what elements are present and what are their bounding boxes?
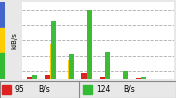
Bar	[50, 44, 55, 87]
Bar	[105, 62, 110, 87]
Bar	[0, 2, 5, 28]
Bar	[27, 77, 32, 87]
Bar	[69, 54, 74, 87]
Text: kiB/s: kiB/s	[11, 32, 17, 49]
Bar	[0, 28, 5, 53]
Bar	[100, 77, 105, 87]
Bar	[141, 77, 146, 87]
Bar	[51, 21, 56, 87]
Bar	[0, 53, 5, 79]
Bar	[32, 75, 37, 87]
Bar	[159, 79, 164, 87]
Bar	[105, 52, 110, 87]
Bar	[63, 79, 68, 87]
Bar	[45, 75, 50, 87]
Bar	[87, 10, 92, 87]
Bar	[123, 73, 128, 87]
Bar	[81, 73, 87, 87]
Bar	[68, 60, 73, 87]
Text: 124: 124	[96, 85, 110, 94]
Text: B/s: B/s	[39, 85, 51, 94]
Bar	[123, 71, 128, 87]
Text: B/s: B/s	[123, 85, 135, 94]
Bar	[83, 85, 92, 94]
Bar	[136, 78, 141, 87]
Bar	[154, 79, 159, 87]
Bar	[118, 79, 123, 87]
Bar	[2, 85, 11, 94]
Text: 95: 95	[14, 85, 24, 94]
Bar	[87, 10, 92, 87]
